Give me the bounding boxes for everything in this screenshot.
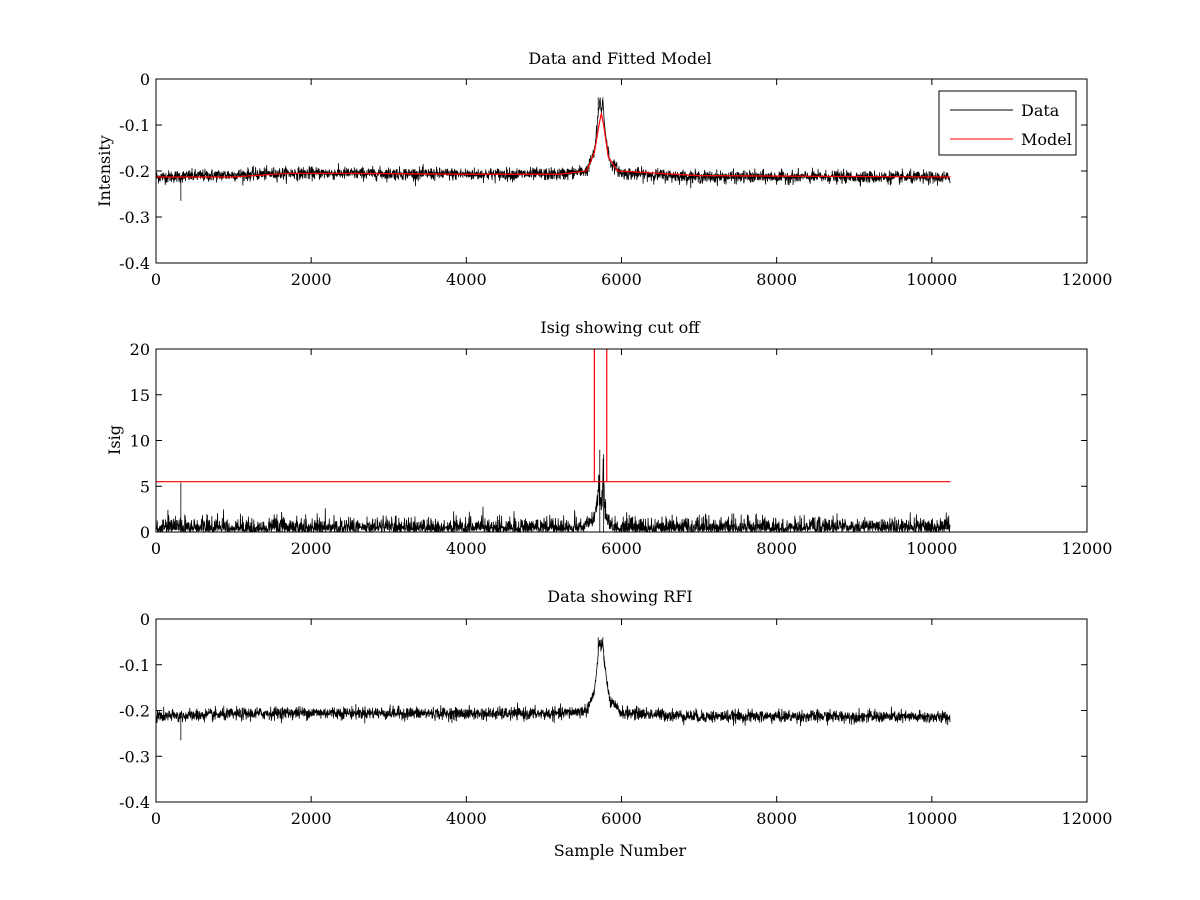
- x-tick-label: 2000: [291, 270, 332, 289]
- series-line-signal: [156, 449, 951, 532]
- series-group: [156, 637, 951, 741]
- chart-title: Data showing RFI: [547, 587, 692, 606]
- series-line-signal: [156, 637, 951, 741]
- x-tick-label: 0: [151, 809, 161, 828]
- series-group: [156, 97, 951, 201]
- x-tick-label: 10000: [906, 270, 957, 289]
- y-tick-label: 10: [130, 432, 150, 451]
- y-tick-label: -0.3: [119, 208, 150, 227]
- y-axis-label: Isig: [105, 425, 124, 455]
- y-tick-label: 20: [130, 340, 150, 359]
- x-tick-label: 6000: [601, 809, 642, 828]
- y-tick-label: 0: [140, 70, 150, 89]
- x-axis-label: Sample Number: [554, 841, 687, 860]
- x-tick-label: 10000: [906, 809, 957, 828]
- x-tick-label: 12000: [1062, 809, 1113, 828]
- x-tick-label: 0: [151, 539, 161, 558]
- x-tick-label: 8000: [756, 270, 797, 289]
- series-line-model: [156, 112, 951, 178]
- legend-box: [938, 90, 1077, 156]
- x-tick-label: 8000: [756, 539, 797, 558]
- y-tick-label: 0: [140, 523, 150, 542]
- x-tick-label: 0: [151, 270, 161, 289]
- chart-panel-data-showing-rfi: Data showing RFI Sample Number 0 2000 4000…: [119, 587, 1112, 860]
- series-line-data: [156, 97, 951, 201]
- chart-title: Isig showing cut off: [540, 318, 701, 337]
- y-tick-label: -0.1: [119, 116, 150, 135]
- plot-area: 0 2000 4000 6000 8000 10000 12000 0 5 10 15 20: [130, 340, 1113, 558]
- x-tick-label: 12000: [1062, 270, 1113, 289]
- y-tick-label: 15: [130, 386, 150, 405]
- x-tick-label: 2000: [291, 539, 332, 558]
- legend-label-data: Data: [1021, 101, 1060, 120]
- y-axis-label: Intensity: [95, 135, 114, 207]
- x-tick-label: 8000: [756, 809, 797, 828]
- x-tick-label: 4000: [446, 539, 487, 558]
- y-tick-label: -0.4: [119, 793, 150, 812]
- series-line-cutoff: [156, 349, 951, 483]
- chart-panel-isig-showing-cut-off: Isig showing cut off Isig 0 2000 4000 6000 8…: [105, 318, 1112, 558]
- x-tick-label: 2000: [291, 809, 332, 828]
- plot-area: 0 2000 4000 6000 8000 10000 12000 -0.4 -0.3 -0.2 -…: [119, 70, 1112, 289]
- plot-area: 0 2000 4000 6000 8000 10000 12000 -0.4 -0.3 -0.2 -…: [119, 610, 1112, 828]
- axes-frame: [155, 348, 1088, 533]
- y-tick-label: -0.3: [119, 747, 150, 766]
- y-tick-label: 5: [140, 477, 150, 496]
- legend-label-model: Model: [1021, 130, 1072, 149]
- y-tick-label: 0: [140, 610, 150, 629]
- y-tick-label: -0.2: [119, 162, 150, 181]
- x-tick-label: 4000: [446, 809, 487, 828]
- legend: Data Model: [938, 90, 1077, 156]
- x-tick-label: 10000: [906, 539, 957, 558]
- y-tick-label: -0.1: [119, 656, 150, 675]
- chart-panel-data-and-fitted-model: Data and Fitted Model Intensity 0 2000 400…: [95, 49, 1112, 289]
- chart-title: Data and Fitted Model: [528, 49, 711, 68]
- x-tick-label: 4000: [446, 270, 487, 289]
- x-tick-label: 12000: [1062, 539, 1113, 558]
- x-tick-label: 6000: [601, 270, 642, 289]
- series-group: [156, 349, 951, 532]
- y-tick-label: -0.2: [119, 702, 150, 721]
- y-tick-label: -0.4: [119, 254, 150, 273]
- x-tick-label: 6000: [601, 539, 642, 558]
